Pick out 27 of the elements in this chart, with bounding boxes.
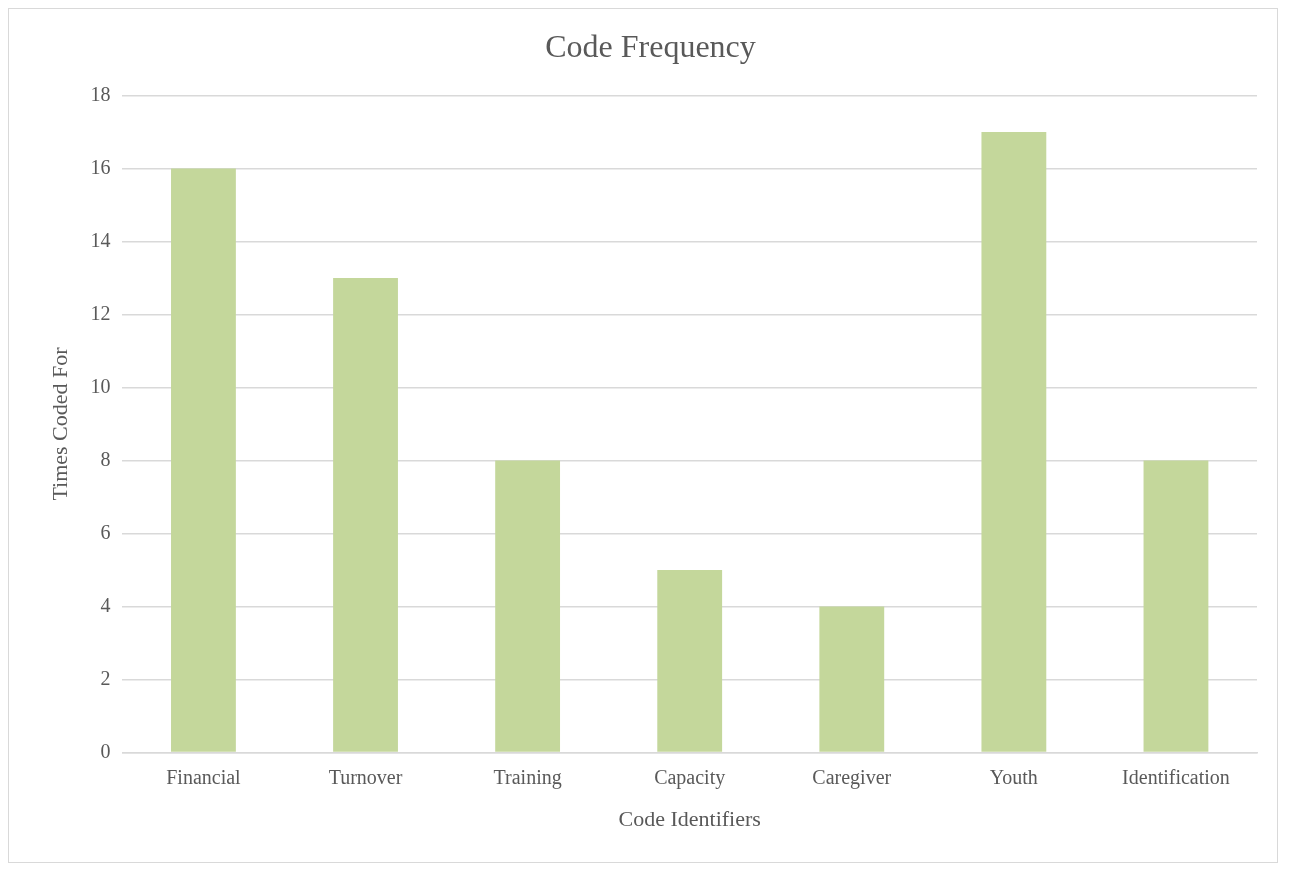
x-tick-label: Financial bbox=[166, 765, 242, 788]
y-tick-label: 8 bbox=[100, 447, 111, 470]
y-tick-label: 6 bbox=[100, 520, 111, 543]
y-tick-label: 4 bbox=[100, 593, 111, 616]
x-tick-label: Turnover bbox=[328, 765, 403, 788]
y-tick-label: 18 bbox=[90, 82, 111, 105]
x-tick-label: Caregiver bbox=[812, 765, 892, 789]
x-tick-label: Identification bbox=[1122, 765, 1230, 788]
bar bbox=[657, 570, 723, 752]
bar bbox=[981, 131, 1047, 752]
bar bbox=[819, 606, 885, 752]
bar bbox=[1143, 460, 1209, 752]
y-tick-label: 2 bbox=[100, 666, 111, 689]
bar bbox=[333, 277, 398, 752]
bar bbox=[171, 168, 236, 752]
y-tick-label: 0 bbox=[100, 739, 111, 762]
x-tick-label: Capacity bbox=[654, 765, 726, 789]
y-tick-label: 16 bbox=[90, 155, 111, 178]
y-axis-title: Times Coded For bbox=[46, 346, 72, 501]
bar bbox=[495, 460, 561, 752]
y-tick-label: 14 bbox=[90, 228, 111, 251]
chart-title: Code Frequency bbox=[545, 27, 756, 64]
x-tick-label: Youth bbox=[989, 765, 1038, 788]
x-axis-title: Code Identifiers bbox=[618, 805, 761, 831]
x-tick-label: Training bbox=[493, 765, 562, 789]
y-tick-label: 10 bbox=[90, 374, 111, 397]
y-tick-label: 12 bbox=[90, 301, 111, 324]
